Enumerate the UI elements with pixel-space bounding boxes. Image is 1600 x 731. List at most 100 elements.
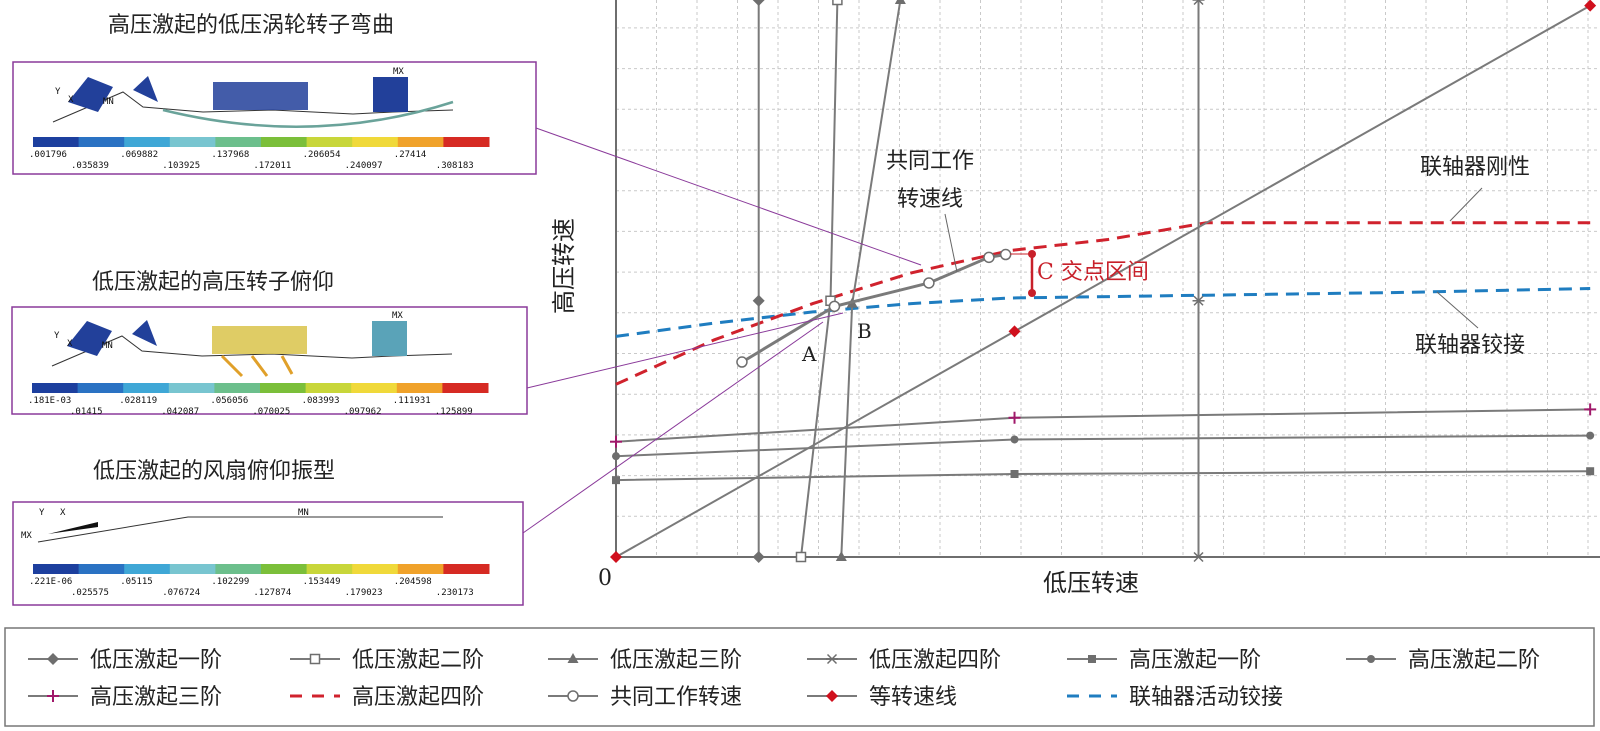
data-point [828,300,841,313]
scale-swatch [397,137,444,147]
model-fan [68,77,113,112]
scale-label: .240097 [345,161,383,171]
legend: 低压激起一阶 低压激起二阶 低压激起三阶 低压激起四阶 高压激起一阶 高压激起二阶高压激起… [4,627,1595,727]
scale-swatch [215,137,262,147]
legend-item-5: 高压激起一阶 [1067,648,1261,673]
data-point [999,248,1012,261]
legend-marker [567,653,579,663]
scale-swatch [352,564,399,574]
panel-mark-x: X [68,95,74,105]
data-point [1010,435,1019,444]
panel-frame [12,501,524,606]
x-axis-label: 低压转速 [1043,569,1139,597]
legend-label: 等转速线 [869,685,957,710]
data-point [1010,470,1019,479]
series-1 [752,0,765,563]
scale-swatch [215,564,262,574]
model-shaft [52,91,454,123]
scale-label: .083993 [302,396,340,406]
series-line [615,221,1591,386]
data-point [736,356,748,368]
legend-label: 高压激起三阶 [90,685,222,710]
fe-panel-1: 高压激起的低压涡轮转子弯曲 MX MN XY .001796 .069882 .137968… [12,13,537,175]
series-10 [610,0,1597,563]
series-6 [612,431,1595,461]
series-line [615,434,1591,458]
legend-item-2: 低压激起二阶 [290,648,484,673]
coupling-rigid-leader [1449,187,1483,222]
scale-swatch [396,383,443,393]
legend-label: 联轴器活动铰接 [1129,685,1283,710]
scale-swatch [33,137,80,147]
legend-label: 高压激起四阶 [352,685,484,710]
interval-label: C 交点区间 [1037,260,1149,285]
model-blade [132,320,157,346]
scale-label: .308183 [436,161,474,171]
series-4 [1192,0,1205,563]
scale-label: .179023 [345,588,383,598]
interval-marker [1010,250,1036,297]
legend-label: 低压激起四阶 [869,648,1001,673]
legend-item-11: 联轴器活动铰接 [1067,685,1283,710]
series-line [800,0,839,558]
data-point [795,551,807,563]
legend-label: 高压激起一阶 [1129,648,1261,673]
scale-swatch [168,383,215,393]
model-blade [133,76,158,102]
model-deflection [220,354,294,378]
scale-label: .127874 [253,588,291,598]
scale-swatch [443,564,490,574]
scale-label: .125899 [435,407,473,417]
panel-mark-mx: MX [21,531,32,541]
scale-label: .102299 [211,577,249,587]
panel-connectors [522,127,922,534]
axes [615,0,1600,558]
data-point [612,476,620,485]
series-9 [736,248,1012,368]
panel-mark-mx: MX [393,67,404,77]
scale-swatch [443,137,490,147]
common-line-label-1: 共同工作 [886,149,974,174]
scale-swatch [214,383,261,393]
data-point [752,294,765,307]
legend-marker [47,653,59,665]
model-core [213,82,308,110]
data-point [832,0,843,6]
legend-item-3: 低压激起三阶 [548,648,742,673]
legend-label: 低压激起二阶 [352,648,484,673]
scale-label: .042087 [161,407,199,417]
legend-label: 低压激起三阶 [610,648,742,673]
scale-swatch [33,564,80,574]
scale-label: .153449 [303,577,341,587]
scale-label: .025575 [71,588,109,598]
scale-label: .103925 [162,161,200,171]
legend-item-1: 低压激起一阶 [28,648,222,673]
point-a-label: A [801,342,817,366]
legend-label: 高压激起二阶 [1408,648,1540,673]
scale-label: .172011 [253,161,291,171]
series-11 [615,287,1591,338]
annotations: 0 低压转速 高压转速 共同工作 转速线 联轴器刚性 联轴器铰接 A B C 交… [550,149,1530,597]
scale-label: .05115 [120,577,153,587]
scale-label: .001796 [29,150,67,160]
scale-label: .076724 [162,588,200,598]
scale-swatch [169,137,216,147]
coupling-hinge-label: 联轴器铰接 [1415,333,1525,358]
scale-label: .221E-06 [29,577,72,587]
legend-item-7: 高压激起三阶 [28,685,222,710]
data-point [752,0,765,6]
legend-marker [309,653,321,665]
scale-label: .137968 [211,150,249,160]
series-5 [612,467,1595,485]
point-b-label: B [857,319,872,343]
data-point [610,551,622,563]
panel-mark-y: Y [39,508,45,518]
series-line [741,253,1006,364]
panel-mark-x: X [67,339,73,349]
scale-label: .111931 [393,396,431,406]
legend-marker [1367,655,1375,663]
panel-mark-mn: MN [298,508,309,518]
model-shaft [51,335,453,367]
panel-mark-mn: MN [102,341,113,351]
scale-swatch [261,137,308,147]
